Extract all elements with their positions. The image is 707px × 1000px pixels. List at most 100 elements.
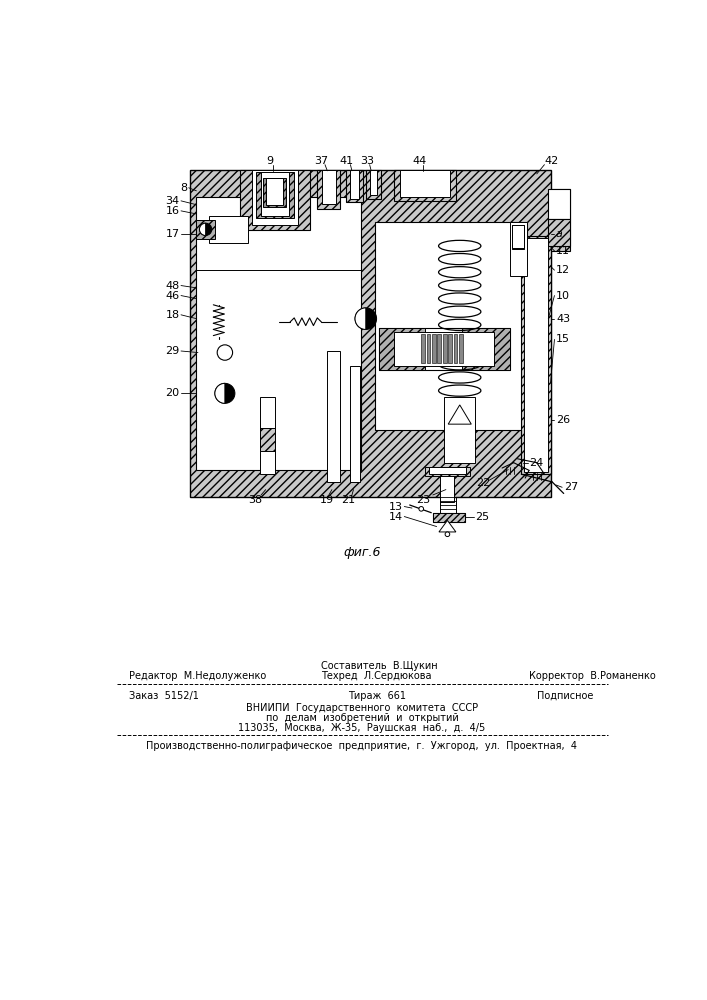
Text: 46: 46 <box>165 291 180 301</box>
Text: 24: 24 <box>529 458 543 468</box>
Text: 43: 43 <box>556 314 570 324</box>
Bar <box>459 334 463 363</box>
Text: 8: 8 <box>180 183 187 193</box>
Text: Заказ  5152/1: Заказ 5152/1 <box>129 691 199 701</box>
Text: ВНИИПИ  Государственного  комитета  СССР: ВНИИПИ Государственного комитета СССР <box>246 703 478 713</box>
Bar <box>510 222 527 276</box>
Text: 44: 44 <box>413 156 427 166</box>
Circle shape <box>199 223 212 235</box>
Bar <box>443 334 447 363</box>
Text: Тираж  661: Тираж 661 <box>348 691 406 701</box>
Text: 10: 10 <box>556 291 570 301</box>
Text: 11: 11 <box>556 246 570 256</box>
Bar <box>400 170 450 197</box>
Text: 23: 23 <box>416 495 430 505</box>
Text: по  делам  изобретений  и  открытий: по делам изобретений и открытий <box>266 713 458 723</box>
Text: 13: 13 <box>389 502 403 512</box>
Bar <box>426 334 431 363</box>
Bar <box>322 170 336 204</box>
Polygon shape <box>448 405 472 424</box>
Bar <box>521 235 551 474</box>
Text: 12: 12 <box>556 265 570 275</box>
Bar <box>462 328 510 370</box>
Bar <box>379 328 425 370</box>
Bar <box>346 170 363 202</box>
Bar <box>549 189 570 219</box>
Text: 42: 42 <box>544 156 559 166</box>
Bar <box>264 178 286 207</box>
Text: 29: 29 <box>165 346 180 356</box>
Bar <box>375 222 527 430</box>
Bar <box>256 172 294 218</box>
Wedge shape <box>355 308 366 329</box>
Bar <box>549 219 570 246</box>
Bar <box>551 189 570 251</box>
Bar <box>240 170 310 230</box>
Bar <box>440 471 455 502</box>
Bar <box>267 178 284 205</box>
Bar <box>327 351 339 482</box>
Bar <box>429 466 466 474</box>
Text: Корректор  В.Романенко: Корректор В.Романенко <box>529 671 656 681</box>
Text: фиг.6: фиг.6 <box>343 546 380 559</box>
Bar <box>444 397 475 463</box>
Bar <box>395 332 494 366</box>
Text: Составитель  В.Щукин: Составитель В.Щукин <box>321 661 438 671</box>
Bar <box>252 170 298 225</box>
Text: Производственно-полиграфическое  предприятие,  г.  Ужгород,  ул.  Проектная,  4: Производственно-полиграфическое предприя… <box>146 741 578 751</box>
Text: 25: 25 <box>475 512 489 522</box>
Bar <box>379 328 510 370</box>
Text: 41: 41 <box>339 156 354 166</box>
Bar <box>421 334 425 363</box>
Text: 48: 48 <box>165 281 180 291</box>
Polygon shape <box>439 520 456 532</box>
Text: 37: 37 <box>314 156 328 166</box>
Circle shape <box>419 507 423 511</box>
Text: Техред  Л.Сердюкова: Техред Л.Сердюкова <box>321 671 432 681</box>
Text: 113035,  Москва,  Ж-35,  Раушская  наб.,  д.  4/5: 113035, Москва, Ж-35, Раушская наб., д. … <box>238 723 486 733</box>
Bar <box>524 238 549 472</box>
Text: 18: 18 <box>165 310 180 320</box>
Bar <box>454 334 457 363</box>
Wedge shape <box>199 223 206 235</box>
Text: 27: 27 <box>563 482 578 492</box>
Text: 17: 17 <box>165 229 180 239</box>
Bar <box>259 397 275 474</box>
Circle shape <box>215 383 235 403</box>
Text: 9: 9 <box>266 156 273 166</box>
Text: 19: 19 <box>320 495 334 505</box>
Text: Подписное: Подписное <box>537 691 593 701</box>
Bar <box>433 513 465 522</box>
Circle shape <box>445 532 450 537</box>
Bar <box>317 170 340 209</box>
Bar <box>366 170 381 199</box>
Bar <box>209 216 248 243</box>
Bar <box>196 220 215 239</box>
Bar <box>259 428 275 451</box>
Bar <box>350 366 361 482</box>
Bar <box>370 170 378 195</box>
Bar <box>512 225 525 249</box>
Bar <box>190 170 551 497</box>
Text: а: а <box>556 229 563 239</box>
Bar <box>432 334 436 363</box>
Text: Редактор  М.Недолуженко: Редактор М.Недолуженко <box>129 671 266 681</box>
Bar <box>350 170 359 199</box>
Bar <box>196 220 242 239</box>
Text: 20: 20 <box>165 388 180 398</box>
Bar <box>261 172 288 216</box>
Bar <box>425 466 469 476</box>
Bar <box>512 225 525 248</box>
Bar <box>395 170 456 201</box>
Circle shape <box>355 308 377 329</box>
Text: 33: 33 <box>361 156 374 166</box>
Wedge shape <box>215 383 225 403</box>
Text: 38: 38 <box>249 495 263 505</box>
Text: 34: 34 <box>165 196 180 206</box>
Text: 21: 21 <box>341 495 355 505</box>
Text: 15: 15 <box>556 334 570 344</box>
Circle shape <box>217 345 233 360</box>
Text: 14: 14 <box>389 512 403 522</box>
Bar <box>433 513 465 522</box>
Bar <box>448 334 452 363</box>
